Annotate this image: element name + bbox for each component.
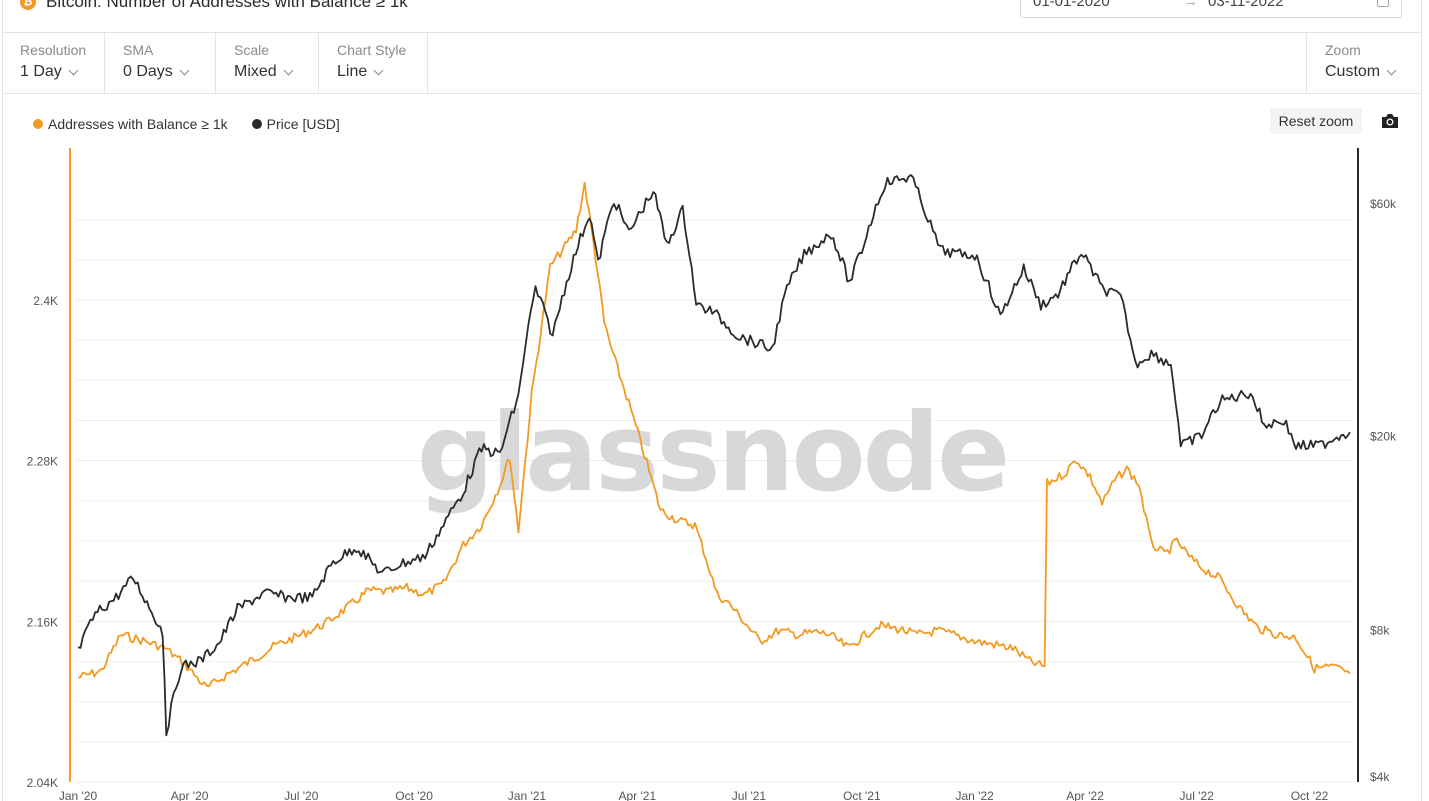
legend-label-price: Price [USD] bbox=[266, 116, 340, 132]
y-left-tick-label: 2.16K bbox=[27, 615, 58, 629]
zoom-label: Zoom bbox=[1325, 42, 1361, 58]
resolution-dropdown[interactable]: Resolution 1 Day bbox=[2, 33, 105, 93]
y-left-tick-label: 2.28K bbox=[27, 455, 58, 469]
chart-style-value: Line bbox=[337, 63, 368, 80]
sma-dropdown[interactable]: SMA 0 Days bbox=[105, 33, 216, 93]
x-tick-label: Oct '21 bbox=[843, 789, 881, 801]
chart-style-label: Chart Style bbox=[337, 42, 407, 58]
series-line-addresses[interactable] bbox=[77, 181, 1351, 688]
legend-label-addresses: Addresses with Balance ≥ 1k bbox=[48, 116, 228, 132]
x-tick-label: Jul '21 bbox=[732, 789, 767, 801]
reset-zoom-button[interactable]: Reset zoom bbox=[1270, 108, 1362, 134]
chart-legend: Addresses with Balance ≥ 1k Price [USD] bbox=[33, 116, 340, 132]
x-tick-label: Oct '22 bbox=[1291, 789, 1329, 801]
x-tick-label: Jan '20 bbox=[59, 789, 98, 801]
sma-label: SMA bbox=[123, 42, 154, 58]
title-bar: ₿ Bitcoin: Number of Addresses with Bala… bbox=[20, 0, 408, 14]
x-tick-label: Jul '22 bbox=[1180, 789, 1215, 801]
y-left-tick-label: 2.4K bbox=[33, 294, 58, 308]
scale-value: Mixed bbox=[234, 63, 277, 80]
series-line-price[interactable] bbox=[77, 174, 1351, 737]
x-tick-label: Jul '20 bbox=[284, 789, 319, 801]
y-right-tick-label: $20k bbox=[1370, 429, 1397, 443]
date-from-input[interactable]: 01-01-2020 bbox=[1033, 0, 1110, 10]
x-tick-label: Apr '21 bbox=[619, 789, 657, 801]
date-range-picker[interactable]: 01-01-2020 → 03-11-2022 bbox=[1020, 0, 1402, 18]
calendar-icon[interactable] bbox=[1377, 0, 1389, 7]
chart-controls: Resolution 1 Day SMA 0 Days Scale Mixed … bbox=[2, 32, 1422, 94]
resolution-label: Resolution bbox=[20, 42, 87, 58]
x-tick-label: Jan '22 bbox=[955, 789, 994, 801]
zoom-value: Custom bbox=[1325, 63, 1381, 80]
y-right-tick-label: $8k bbox=[1370, 623, 1390, 637]
resolution-value: 1 Day bbox=[20, 63, 62, 80]
y-right-tick-label: $60k bbox=[1370, 197, 1397, 211]
legend-dot-addresses bbox=[33, 119, 43, 129]
legend-item-price[interactable]: Price [USD] bbox=[251, 116, 340, 132]
x-tick-label: Jan '21 bbox=[508, 789, 547, 801]
zoom-dropdown[interactable]: Zoom Custom bbox=[1306, 33, 1422, 93]
legend-dot-price bbox=[251, 119, 262, 129]
arrow-right-icon: → bbox=[1183, 0, 1198, 10]
watermark: glassnode bbox=[417, 391, 1007, 516]
scale-label: Scale bbox=[234, 42, 270, 58]
x-tick-label: Apr '22 bbox=[1066, 789, 1104, 801]
y-left-tick-label: 2.04K bbox=[27, 776, 58, 790]
scale-dropdown[interactable]: Scale Mixed bbox=[216, 33, 319, 93]
x-tick-label: Apr '20 bbox=[171, 789, 209, 801]
x-tick-label: Oct '20 bbox=[395, 789, 433, 801]
chart-style-dropdown[interactable]: Chart Style Line bbox=[319, 33, 428, 93]
date-to-input[interactable]: 03-11-2022 bbox=[1208, 0, 1284, 10]
chart-title: Bitcoin: Number of Addresses with Balanc… bbox=[46, 0, 408, 11]
sma-value: 0 Days bbox=[123, 63, 173, 80]
legend-item-addresses[interactable]: Addresses with Balance ≥ 1k bbox=[33, 116, 228, 132]
bitcoin-icon: ₿ bbox=[20, 0, 36, 10]
camera-icon[interactable] bbox=[1380, 112, 1400, 130]
y-right-tick-label: $4k bbox=[1370, 770, 1390, 784]
